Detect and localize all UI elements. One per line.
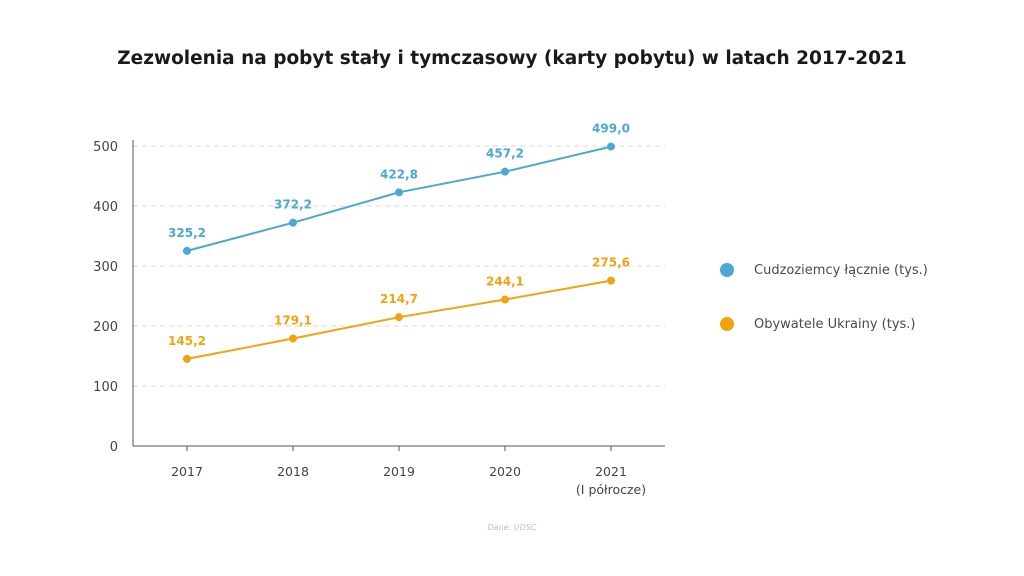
y-tick-label: 200: [93, 320, 118, 335]
data-label: 457,2: [486, 147, 524, 161]
data-point: [289, 218, 297, 227]
data-point: [183, 354, 191, 363]
legend: Cudzoziemcy łącznie (tys.) Obywatele Ukr…: [720, 258, 928, 336]
x-tick-label: 2021: [595, 464, 627, 479]
data-point: [395, 188, 403, 197]
legend-dot-icon: [720, 263, 734, 277]
data-point: [183, 246, 191, 255]
source-note: Dane: UDSC: [487, 523, 537, 532]
legend-label: Cudzoziemcy łącznie (tys.): [754, 262, 928, 278]
x-tick-label: 2020: [489, 464, 521, 479]
data-label: 214,7: [380, 292, 418, 306]
y-tick-label: 300: [93, 260, 118, 275]
legend-dot-icon: [720, 317, 734, 331]
y-tick-label: 500: [93, 140, 118, 155]
data-label: 325,2: [168, 226, 206, 240]
y-tick-label: 400: [93, 200, 118, 215]
legend-item-total: Cudzoziemcy łącznie (tys.): [720, 258, 928, 282]
x-tick-label: 2019: [383, 464, 415, 479]
data-label: 372,2: [274, 198, 312, 212]
series-line-0: [186, 145, 612, 252]
data-point: [501, 167, 509, 176]
data-label: 145,2: [168, 334, 206, 348]
data-label: 275,6: [592, 256, 630, 270]
data-label: 422,8: [380, 167, 418, 181]
data-point: [395, 313, 403, 322]
y-tick-label: 100: [93, 380, 118, 395]
data-label: 499,0: [592, 122, 630, 136]
data-point: [607, 142, 615, 151]
x-tick-label: 2018: [277, 464, 309, 479]
legend-item-ukraine: Obywatele Ukrainy (tys.): [720, 312, 928, 336]
data-label: 179,1: [274, 314, 312, 328]
legend-label: Obywatele Ukrainy (tys.): [754, 316, 916, 332]
x-tick-label: (I półrocze): [576, 482, 646, 497]
data-point: [289, 334, 297, 343]
data-point: [501, 295, 509, 304]
y-tick-label: 0: [110, 440, 118, 455]
x-tick-label: 2017: [171, 464, 203, 479]
data-point: [607, 276, 615, 285]
chart-title: Zezwolenia na pobyt stały i tymczasowy (…: [117, 48, 907, 69]
data-label: 244,1: [486, 275, 524, 289]
